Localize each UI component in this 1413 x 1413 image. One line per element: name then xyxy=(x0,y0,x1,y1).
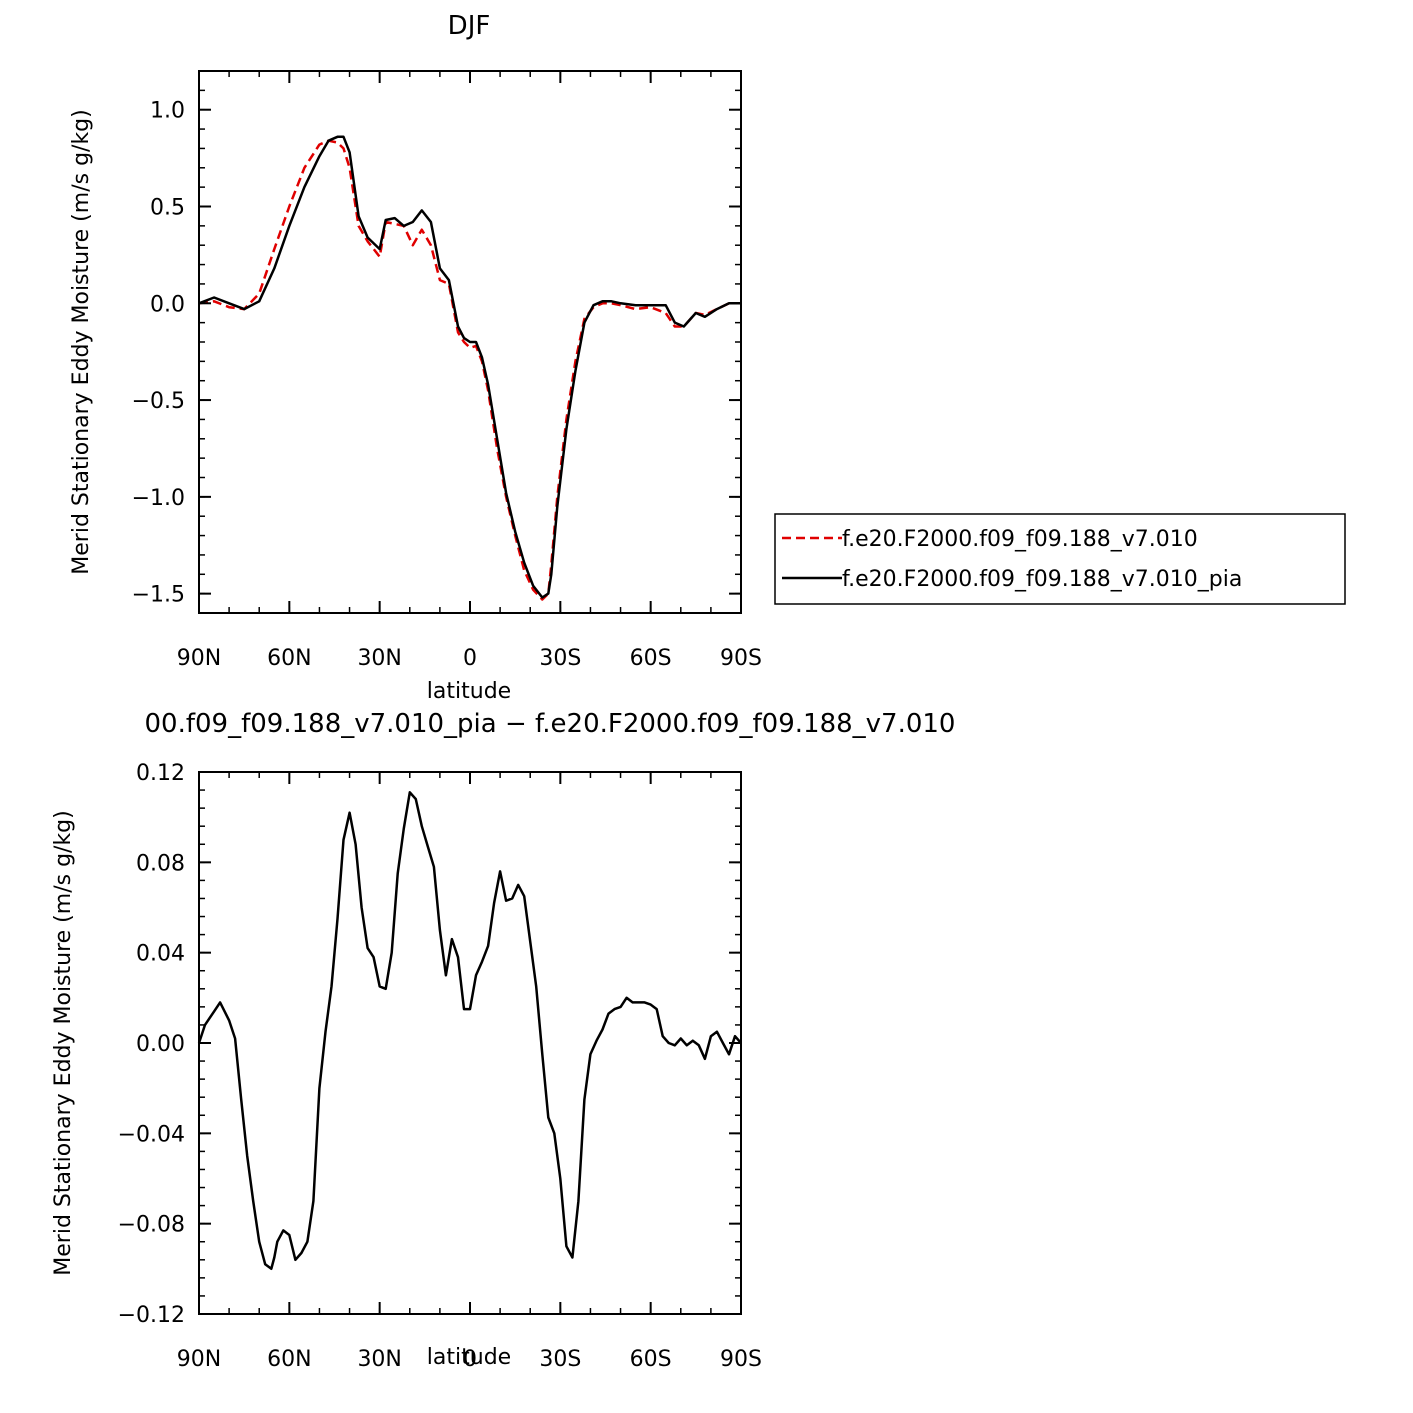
x-tick-label: 60S xyxy=(630,646,672,671)
bottom-plot-area xyxy=(197,791,742,1271)
top-panel: DJF 1.0 0.5 0.0 −0.5 −1.0 −1.5 90N 60N 30N 0 30S 6… xyxy=(69,11,1346,704)
bottom-y-axis-label: Merid Stationary Eddy Moisture (m/s g/kg… xyxy=(51,810,76,1275)
y-tick-label: −0.5 xyxy=(132,389,185,414)
x-tick-label: 30N xyxy=(357,646,401,671)
y-tick-label: 1.0 xyxy=(150,99,185,124)
y-tick-label: 0.5 xyxy=(150,196,185,221)
series-line-2 xyxy=(198,135,741,599)
bottom-panel: 00.f09_f09.188_v7.010_pia − f.e20.F2000.… xyxy=(51,709,955,1372)
y-tick-label: −0.04 xyxy=(118,1122,185,1147)
y-tick-label: −0.12 xyxy=(118,1303,185,1328)
bottom-x-ticks: 90N 60N 30N 0 30S 60S 90S xyxy=(177,772,762,1372)
series-line-1 xyxy=(198,139,741,601)
legend: f.e20.F2000.f09_f09.188_v7.010 f.e20.F20… xyxy=(774,513,1346,605)
x-tick-label: 30N xyxy=(357,1347,401,1372)
x-tick-label: 60S xyxy=(630,1347,672,1372)
x-tick-label: 0 xyxy=(463,1347,477,1372)
y-tick-label: 0.00 xyxy=(136,1032,185,1057)
y-tick-label: −1.0 xyxy=(132,486,185,511)
x-tick-label: 60N xyxy=(267,1347,311,1372)
x-tick-label: 90S xyxy=(720,646,762,671)
y-tick-label: −0.08 xyxy=(118,1213,185,1238)
x-tick-label: 90N xyxy=(177,646,221,671)
y-tick-label: 0.04 xyxy=(136,942,185,967)
top-x-axis-label: latitude xyxy=(427,679,511,704)
top-y-axis-label: Merid Stationary Eddy Moisture (m/s g/kg… xyxy=(69,109,94,574)
legend-entry-1: f.e20.F2000.f09_f09.188_v7.010 xyxy=(842,527,1198,552)
y-tick-label: 0.0 xyxy=(150,292,185,317)
top-y-ticks: 1.0 0.5 0.0 −0.5 −1.0 −1.5 xyxy=(132,70,741,614)
bottom-plot-frame xyxy=(198,771,742,1315)
legend-entry-2: f.e20.F2000.f09_f09.188_v7.010_pia xyxy=(842,567,1242,592)
x-tick-label: 90S xyxy=(720,1347,762,1372)
y-tick-label: −1.5 xyxy=(132,583,185,608)
bottom-x-axis-label: latitude xyxy=(427,1345,511,1370)
top-x-ticks: 90N 60N 30N 0 30S 60S 90S xyxy=(177,71,762,671)
x-tick-label: 60N xyxy=(267,646,311,671)
x-tick-label: 90N xyxy=(177,1347,221,1372)
bottom-chart-title: 00.f09_f09.188_v7.010_pia − f.e20.F2000.… xyxy=(145,709,956,739)
legend-box xyxy=(774,513,1346,605)
x-tick-label: 0 xyxy=(463,646,477,671)
series-line-1 xyxy=(197,791,742,1271)
bottom-y-ticks: 0.12 0.08 0.04 0.00 −0.04 −0.08 −0.12 xyxy=(118,761,741,1328)
top-plot-area xyxy=(198,135,741,601)
top-chart-title: DJF xyxy=(448,11,491,41)
x-tick-label: 30S xyxy=(539,1347,581,1372)
y-tick-label: 0.08 xyxy=(136,851,185,876)
y-tick-label: 0.12 xyxy=(136,761,185,786)
x-tick-label: 30S xyxy=(539,646,581,671)
